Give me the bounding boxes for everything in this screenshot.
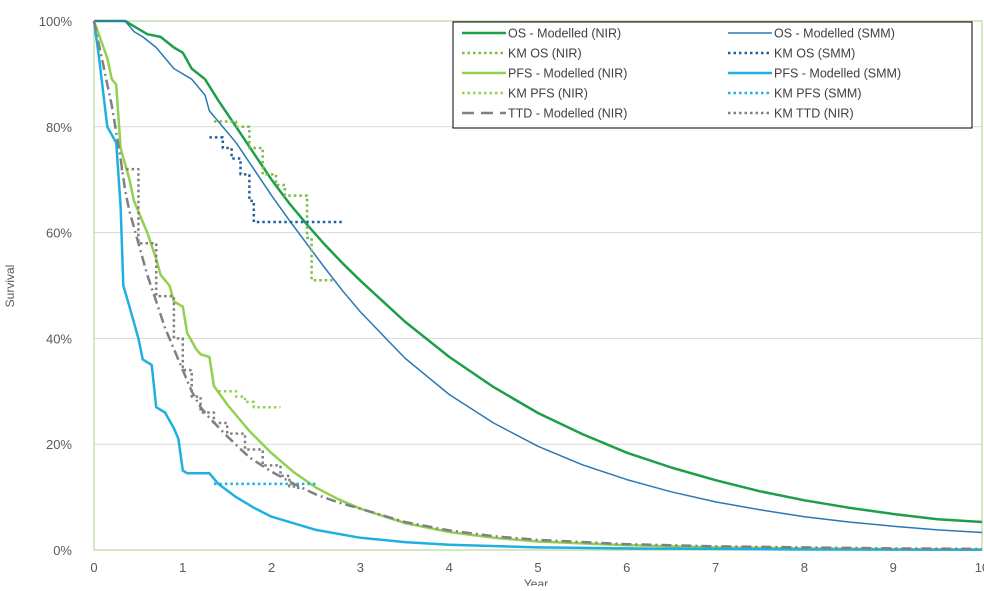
x-tick-label: 10	[975, 560, 984, 575]
legend: OS - Modelled (NIR) OS - Modelled (SMM) KM…	[452, 21, 973, 129]
axis-ticks: 0% 20% 40% 60% 80% 100% 0 1 2 3 4 5 6 7 8 9 10	[39, 14, 984, 575]
legend-label-km-ttd-nir: KM TTD (NIR)	[774, 107, 854, 121]
legend-box	[452, 21, 973, 129]
series-line-pfs-modelled-smm	[92, 20, 983, 551]
y-tick-label: 100%	[39, 14, 73, 29]
series-line-os-modelled-smm	[94, 20, 983, 534]
series-lines	[92, 19, 983, 551]
legend-label-km-pfs-nir: KM PFS (NIR)	[508, 87, 588, 101]
x-tick-label: 0	[90, 560, 97, 575]
series-line-km-os-smm	[209, 136, 343, 224]
x-tick-label: 1	[179, 560, 186, 575]
legend-label-km-os-smm: KM OS (SMM)	[774, 47, 855, 61]
legend-label-km-os-nir: KM OS (NIR)	[508, 47, 582, 61]
legend-label-os-modelled-nir: OS - Modelled (NIR)	[508, 27, 621, 41]
legend-label-os-modelled-smm: OS - Modelled (SMM)	[774, 27, 895, 41]
series-line-km-ttd-nir	[120, 167, 300, 492]
legend-label-ttd-modelled-nir: TTD - Modelled (NIR)	[508, 107, 627, 121]
x-tick-label: 6	[623, 560, 630, 575]
y-tick-label: 0%	[53, 543, 72, 558]
x-tick-label: 3	[357, 560, 364, 575]
y-axis-title: Survival	[3, 265, 17, 308]
series-line-ttd-modelled-nir	[92, 20, 983, 551]
legend-label-pfs-modelled-smm: PFS - Modelled (SMM)	[774, 67, 901, 81]
y-tick-label: 40%	[46, 331, 72, 346]
x-tick-label: 4	[446, 560, 453, 575]
x-tick-label: 8	[801, 560, 808, 575]
plot-area-border	[93, 20, 983, 551]
y-tick-label: 80%	[46, 120, 72, 135]
series-line-km-os-nir	[213, 120, 334, 282]
series-line-km-pfs-nir	[218, 390, 281, 409]
legend-label-pfs-modelled-nir: PFS - Modelled (NIR)	[508, 67, 627, 81]
series-line-pfs-modelled-nir	[92, 20, 983, 551]
y-tick-label: 20%	[46, 437, 72, 452]
series-line-os-modelled-nir	[94, 19, 983, 524]
x-tick-label: 7	[712, 560, 719, 575]
legend-label-km-pfs-smm: KM PFS (SMM)	[774, 87, 862, 101]
x-axis-title: Year	[524, 577, 548, 586]
y-tick-label: 60%	[46, 226, 72, 241]
x-tick-label: 5	[534, 560, 541, 575]
x-tick-label: 2	[268, 560, 275, 575]
x-tick-label: 9	[890, 560, 897, 575]
